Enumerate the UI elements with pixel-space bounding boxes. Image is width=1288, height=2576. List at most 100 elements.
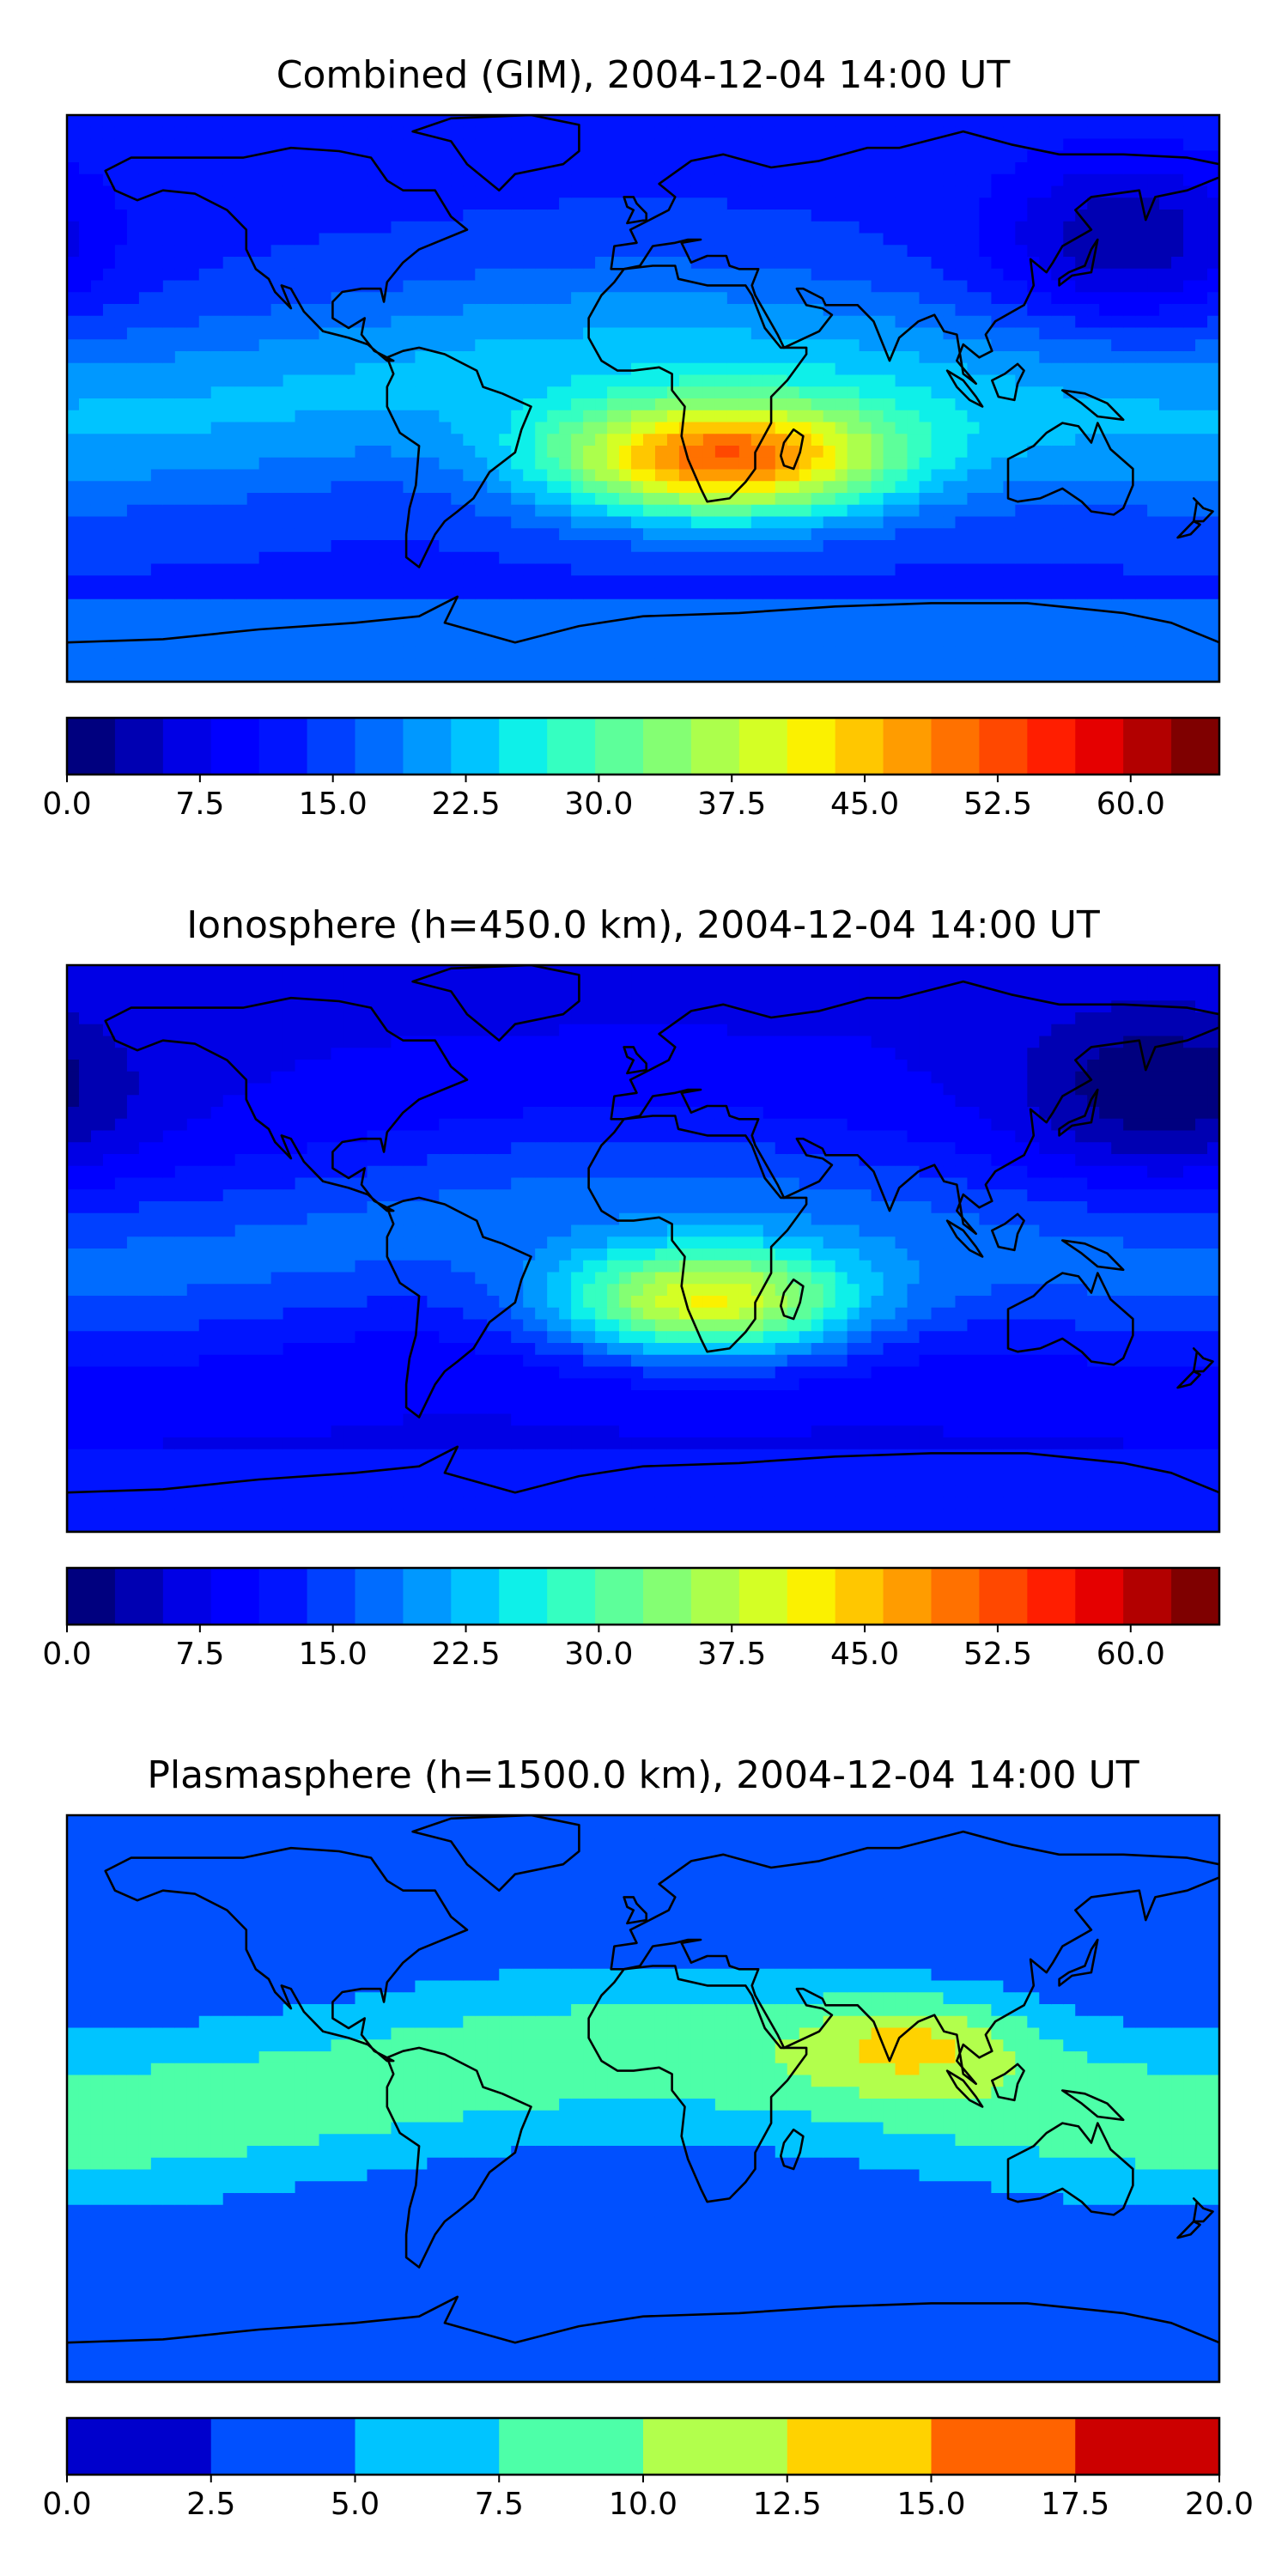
- field-cell: [67, 504, 80, 518]
- field-cell: [270, 245, 284, 258]
- field-cell: [487, 540, 500, 553]
- field-cell: [811, 280, 824, 293]
- coastline: [1061, 389, 1125, 422]
- field-cell: [1099, 126, 1112, 140]
- field-cell: [1063, 173, 1076, 187]
- field-cell: [451, 422, 464, 434]
- field-cell: [883, 398, 896, 411]
- field-cell: [1063, 221, 1076, 234]
- field-cell: [355, 126, 368, 140]
- field-cell: [78, 245, 92, 258]
- field-cell: [319, 598, 332, 612]
- field-cell: [198, 587, 212, 600]
- field-cell: [619, 623, 632, 635]
- field-cell: [907, 540, 920, 553]
- field-cell: [138, 315, 152, 329]
- field-cell: [967, 233, 981, 246]
- field-cell: [1003, 587, 1016, 600]
- field-cell: [871, 173, 884, 187]
- field-cell: [307, 611, 320, 623]
- field-cell: [823, 410, 836, 423]
- field-cell: [67, 446, 80, 459]
- field-cell: [451, 292, 464, 305]
- field-cell: [523, 362, 536, 376]
- field-cell: [991, 528, 1004, 541]
- field-cell: [643, 162, 656, 175]
- field-cell: [138, 268, 152, 282]
- field-cell: [222, 233, 236, 246]
- field-cell: [1171, 292, 1184, 305]
- field-cell: [102, 493, 116, 506]
- field-cell: [138, 304, 152, 317]
- field-cell: [1027, 351, 1040, 364]
- field-cell: [666, 351, 680, 364]
- field-cell: [258, 292, 272, 305]
- field-cell: [571, 386, 584, 399]
- field-cell: [823, 339, 836, 352]
- field-cell: [967, 339, 981, 352]
- field-cell: [246, 410, 260, 423]
- field-cell: [463, 210, 476, 222]
- field-cell: [762, 268, 776, 282]
- field-cell: [78, 1260, 92, 1273]
- field-cell: [535, 611, 548, 623]
- field-cell: [487, 362, 500, 376]
- field-cell: [1147, 611, 1160, 623]
- field-cell: [1207, 221, 1219, 234]
- field-cell: [571, 434, 584, 447]
- field-cell: [198, 245, 212, 258]
- field-cell: [955, 457, 969, 471]
- field-cell: [535, 292, 548, 305]
- field-cell: [619, 315, 632, 329]
- field-cell: [775, 115, 788, 128]
- field-cell: [451, 434, 464, 447]
- field-cell: [126, 1343, 140, 1356]
- field-cell: [67, 245, 80, 258]
- field-cell: [210, 646, 224, 659]
- field-cell: [198, 138, 212, 151]
- field-cell: [258, 257, 272, 270]
- coastline: [623, 196, 648, 225]
- field-cell: [138, 138, 152, 151]
- field-cell: [1003, 446, 1016, 459]
- field-cell: [1063, 658, 1076, 671]
- field-cell: [475, 245, 488, 258]
- field-cell: [126, 1024, 140, 1037]
- field-cell: [775, 516, 788, 529]
- field-cell: [246, 469, 260, 482]
- field-cell: [307, 516, 320, 529]
- field-cell: [1135, 185, 1148, 198]
- field-cell: [102, 623, 116, 635]
- field-cell: [295, 587, 308, 600]
- field-cell: [943, 339, 957, 352]
- field-cell: [955, 516, 969, 529]
- field-cell: [967, 623, 981, 635]
- field-cell: [355, 646, 368, 659]
- field-cell: [1087, 150, 1100, 163]
- field-cell: [738, 575, 752, 588]
- field-cell: [1147, 138, 1160, 151]
- field-cell: [1051, 611, 1064, 623]
- field-cell: [750, 623, 764, 635]
- field-cell: [78, 1307, 92, 1321]
- field-cell: [799, 315, 812, 329]
- field-cell: [847, 469, 860, 482]
- field-cell: [475, 185, 488, 198]
- field-cell: [391, 245, 404, 258]
- field-cell: [463, 469, 476, 482]
- field-cell: [475, 197, 488, 210]
- field-cell: [1159, 504, 1172, 518]
- field-cell: [643, 598, 656, 612]
- field-cell: [1135, 646, 1148, 659]
- field-cell: [991, 434, 1004, 447]
- field-cell: [690, 611, 704, 623]
- field-cell: [210, 410, 224, 423]
- field-cell: [90, 173, 104, 187]
- field-cell: [1099, 540, 1112, 553]
- field-cell: [726, 398, 740, 411]
- field-cell: [907, 351, 920, 364]
- field-cell: [871, 422, 884, 434]
- field-cell: [690, 339, 704, 352]
- field-cell: [487, 221, 500, 234]
- field-cell: [246, 540, 260, 553]
